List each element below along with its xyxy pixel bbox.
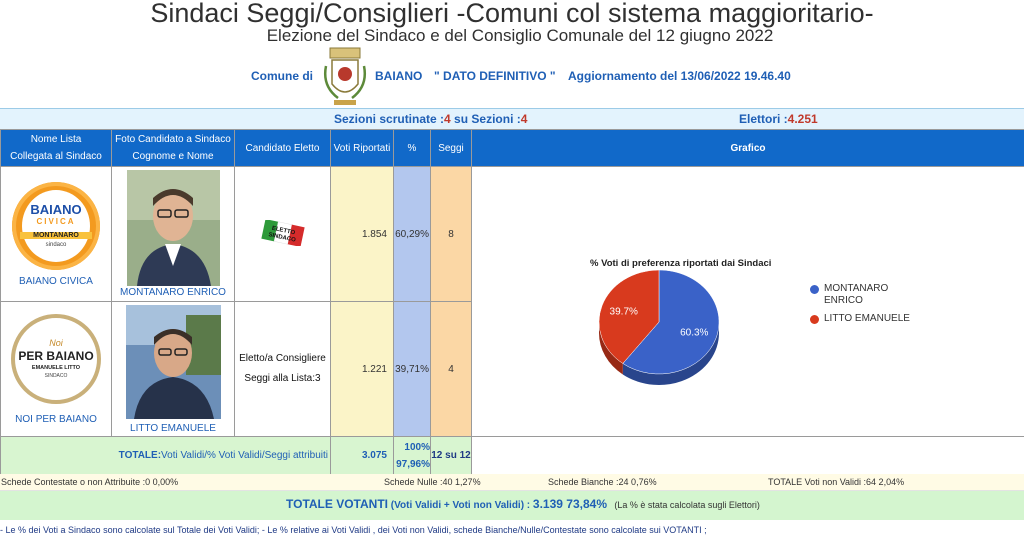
footnote: - Le % dei Voti a Sindaco sono calcolate… bbox=[0, 525, 707, 535]
totale-label: TOTALE:Voti Validi/% Voti Validi/Seggi a… bbox=[0, 436, 331, 475]
seggi-cell: 8 bbox=[430, 166, 472, 302]
elettori-info: Elettori :4.251 bbox=[739, 112, 818, 126]
svg-text:SINDACO: SINDACO bbox=[267, 232, 296, 244]
chart-title: % Voti di preferenza riportati dai Sinda… bbox=[590, 258, 772, 269]
lista-name: BAIANO CIVICA bbox=[19, 275, 93, 287]
seggi-lista-text: Seggi alla Lista:3 bbox=[244, 373, 321, 384]
lista-cell: BAIANO CIVICA MONTANARO sindaco BAIANO C… bbox=[0, 166, 112, 302]
results-table: Nome Lista Collegata al Sindaco Foto Can… bbox=[0, 129, 1024, 475]
sezioni-info: Sezioni scrutinate :4 su Sezioni :4 bbox=[334, 112, 528, 126]
table-row: Noi PER BAIANO EMANUELE LITTO SINDACO NO… bbox=[0, 301, 1024, 437]
eletto-sindaco-badge-icon: ELETTO SINDACO bbox=[260, 218, 305, 247]
lista-name: NOI PER BAIANO bbox=[15, 413, 97, 425]
page-subtitle: Elezione del Sindaco e del Consiglio Com… bbox=[266, 26, 774, 45]
lista-cell: Noi PER BAIANO EMANUELE LITTO SINDACO NO… bbox=[0, 301, 112, 437]
pie-chart: 60.3% 39.7% bbox=[598, 269, 720, 385]
svg-text:ELETTO: ELETTO bbox=[271, 225, 296, 236]
sezioni-bar: Sezioni scrutinate :4 su Sezioni :4 Elet… bbox=[0, 108, 1024, 130]
legend-item-montanaro: MONTANARO ENRICO bbox=[824, 283, 889, 306]
pie-label-0: 60.3% bbox=[680, 327, 708, 338]
header-grafico: Grafico bbox=[471, 129, 1024, 167]
legend-swatch-montanaro bbox=[810, 285, 819, 294]
totale-seggi: 12 su 12 bbox=[430, 436, 472, 475]
grafico-panel: % Voti di preferenza riportati dai Sinda… bbox=[471, 166, 1024, 437]
votanti-note: (La % è stata calcolata sugli Elettori) bbox=[614, 500, 760, 510]
seggi-cell: 4 bbox=[430, 301, 472, 437]
eletto-cell: Eletto/a Consigliere Seggi alla Lista:3 bbox=[234, 301, 331, 437]
candidato-cell: MONTANARO ENRICO bbox=[111, 166, 235, 302]
eletto-consigliere-text: Eletto/a Consigliere bbox=[239, 353, 326, 364]
noi-per-baiano-logo: Noi PER BAIANO EMANUELE LITTO SINDACO bbox=[11, 313, 101, 404]
comune-name: BAIANO bbox=[375, 69, 423, 83]
schede-bianche: Schede Bianche :24 0,76% bbox=[548, 477, 657, 487]
candidato-name: LITTO EMANUELE bbox=[130, 422, 216, 434]
votanti-value: 3.139 73,84% bbox=[532, 497, 607, 511]
candidate-photo bbox=[126, 170, 220, 286]
votanti-label: TOTALE VOTANTI bbox=[286, 497, 388, 511]
baiano-civica-logo: BAIANO CIVICA MONTANARO sindaco bbox=[12, 181, 100, 270]
header-perc: % bbox=[393, 129, 431, 167]
voti-cell: 1.221 bbox=[330, 301, 394, 437]
candidato-name: MONTANARO ENRICO bbox=[120, 287, 226, 298]
totale-voti: 3.075 bbox=[330, 436, 394, 475]
schede-nulle: Schede Nulle :40 1,27% bbox=[384, 477, 481, 487]
pie-slice-side-1 bbox=[599, 322, 623, 375]
pie-slice-0 bbox=[622, 269, 720, 375]
schede-contestate: Schede Contestate o non Attribuite :0 0,… bbox=[1, 477, 179, 487]
page-header: Sindaci Seggi/Consiglieri -Comuni col si… bbox=[0, 0, 1024, 108]
schede-bar: Schede Contestate o non Attribuite :0 0,… bbox=[0, 474, 1024, 491]
legend-swatch-litto bbox=[810, 315, 819, 324]
table-row: BAIANO CIVICA MONTANARO sindaco BAIANO C… bbox=[0, 166, 1024, 437]
header-voti: Voti Riportati bbox=[330, 129, 394, 167]
candidato-cell: LITTO EMANUELE bbox=[111, 301, 235, 437]
pie-slice-side-0 bbox=[622, 322, 719, 385]
eletto-cell: ELETTO SINDACO bbox=[234, 166, 331, 302]
perc-cell: 60,29% bbox=[393, 166, 431, 302]
totale-row: TOTALE:Voti Validi/% Voti Validi/Seggi a… bbox=[0, 436, 1024, 475]
totale-votanti-bar: TOTALE VOTANTI (Voti Validi + Voti non V… bbox=[0, 491, 1024, 520]
header-foto: Foto Candidato a Sindaco Cognome e Nome bbox=[111, 129, 235, 167]
voti-non-validi: TOTALE Voti non Validi :64 2,04% bbox=[768, 477, 905, 487]
candidate-photo bbox=[125, 304, 221, 419]
page-title: Sindaci Seggi/Consiglieri -Comuni col si… bbox=[150, 0, 874, 28]
header-seggi: Seggi bbox=[430, 129, 472, 167]
header-candidato-eletto: Candidato Eletto bbox=[234, 129, 331, 167]
votanti-desc: (Voti Validi + Voti non Validi) : bbox=[388, 500, 533, 511]
aggiornamento: Aggiornamento del 13/06/2022 19.46.40 bbox=[568, 69, 791, 83]
dato-definitivo: " DATO DEFINITIVO " bbox=[434, 69, 556, 83]
totale-perc: 100% 97,96% bbox=[393, 436, 431, 475]
voti-cell: 1.854 bbox=[330, 166, 394, 302]
header-nome-lista: Nome Lista Collegata al Sindaco bbox=[0, 129, 112, 167]
legend-item-litto: LITTO EMANUELE bbox=[824, 313, 910, 324]
perc-cell: 39,71% bbox=[393, 301, 431, 437]
coat-of-arms-icon bbox=[324, 47, 366, 105]
comune-label: Comune di bbox=[251, 69, 313, 83]
pie-slice-1 bbox=[598, 269, 660, 364]
pie-label-1: 39.7% bbox=[610, 307, 638, 318]
